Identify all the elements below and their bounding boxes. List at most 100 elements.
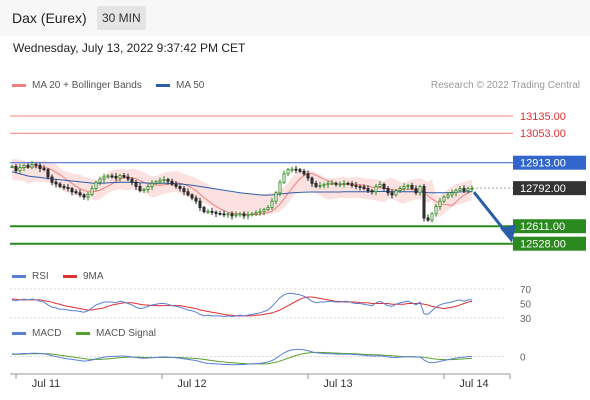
candle-body: [282, 173, 286, 183]
candle-body: [278, 181, 282, 194]
legend-ma20-bollinger: MA 20 + Bollinger Bands: [12, 80, 142, 91]
candle-body: [398, 188, 402, 192]
candle-body: [462, 188, 466, 192]
x-axis-tick-label: Jul 14: [459, 378, 488, 390]
candle-body: [34, 163, 38, 166]
x-axis-tick-label: Jul 11: [32, 378, 61, 390]
candle-body: [422, 186, 426, 219]
candle-body: [218, 212, 222, 215]
candle-body: [46, 169, 50, 178]
legend-label: 9MA: [83, 271, 104, 282]
candle-body: [274, 192, 278, 202]
candle-body: [202, 207, 206, 213]
timestamp: Wednesday, July 13, 2022 9:37:42 PM CET: [13, 41, 246, 55]
legend-swatch: [76, 331, 90, 335]
candle-body: [234, 214, 238, 217]
candle-body: [334, 182, 338, 185]
candle-body: [22, 165, 26, 168]
candle-body: [370, 190, 374, 193]
level-label: 12611.00: [520, 221, 565, 233]
level-label: 12528.00: [520, 239, 566, 251]
candle-body: [210, 210, 214, 213]
candle-body: [126, 176, 130, 180]
candle-body: [338, 183, 342, 186]
candle-body: [58, 183, 62, 187]
candle-body: [306, 173, 310, 179]
candle-body: [342, 182, 346, 185]
candle-body: [222, 213, 226, 216]
legend-label: MACD: [32, 328, 62, 339]
candle-body: [42, 168, 46, 171]
candle-body: [30, 163, 34, 168]
candle-body: [262, 209, 266, 213]
legend-rsi-9ma: 9MA: [63, 271, 104, 282]
candle-body: [226, 213, 230, 216]
legend-rsi: RSI: [12, 271, 49, 282]
level-label-bg: [513, 219, 586, 234]
level-label: 12913.00: [520, 158, 566, 170]
candle-body: [186, 191, 190, 196]
candle-body: [74, 191, 78, 194]
candle-body: [110, 175, 114, 178]
candle-body: [90, 188, 94, 195]
legend-label: RSI: [32, 271, 49, 282]
forecast-arrow: [472, 191, 508, 234]
candle-body: [38, 165, 42, 169]
candle-body: [162, 179, 166, 181]
macd-signal-line: [12, 351, 473, 365]
rsi-tick-label: 30: [520, 314, 532, 325]
candle-body: [142, 189, 146, 192]
candle-body: [82, 194, 86, 198]
credit-text: Research © 2022 Trading Central: [430, 80, 580, 91]
bollinger-band: [12, 158, 472, 217]
candle-body: [78, 192, 82, 196]
candle-body: [318, 185, 322, 187]
candle-body: [50, 176, 54, 183]
candle-body: [258, 211, 262, 214]
candle-body: [166, 179, 170, 182]
candle-body: [350, 183, 354, 186]
candle-body: [450, 192, 454, 196]
candle-body: [122, 175, 126, 178]
level-label: 13135.00: [520, 111, 566, 123]
legend-swatch: [12, 274, 26, 278]
candle-body: [362, 186, 366, 189]
candle-body: [270, 200, 274, 208]
candle-body: [322, 183, 326, 186]
candle-body: [330, 182, 334, 185]
interval-button[interactable]: 30 MIN: [97, 6, 146, 30]
candle-body: [150, 182, 154, 187]
candle-body: [10, 166, 14, 168]
candle-body: [406, 185, 410, 187]
candle-body: [382, 183, 386, 189]
candle-body: [146, 186, 150, 191]
legend-macd: MACD: [12, 328, 61, 339]
candle-body: [438, 200, 442, 207]
candle-body: [354, 185, 358, 187]
candle-body: [390, 192, 394, 196]
candle-body: [314, 182, 318, 187]
macd-zero-label: 0: [520, 353, 526, 364]
candle-body: [230, 213, 234, 217]
candle-body: [158, 179, 162, 183]
candle-body: [14, 166, 18, 172]
candle-body: [190, 194, 194, 199]
level-label-bg: [513, 181, 586, 196]
legend-label: MA 20 + Bollinger Bands: [32, 80, 142, 91]
level-label: 13053.00: [520, 128, 566, 140]
candle-body: [134, 181, 138, 187]
candle-body: [198, 200, 202, 208]
candle-body: [418, 186, 422, 194]
candle-body: [250, 213, 254, 216]
candle-body: [106, 175, 110, 178]
candle-body: [426, 217, 430, 221]
candle-body: [130, 178, 134, 183]
legend-label: MA 50: [176, 80, 205, 91]
candle-body: [298, 169, 302, 172]
level-label: 12792.00: [520, 183, 566, 195]
candle-body: [286, 169, 290, 175]
candle-body: [98, 178, 102, 183]
candle-body: [206, 210, 210, 213]
candle-body: [178, 186, 182, 189]
